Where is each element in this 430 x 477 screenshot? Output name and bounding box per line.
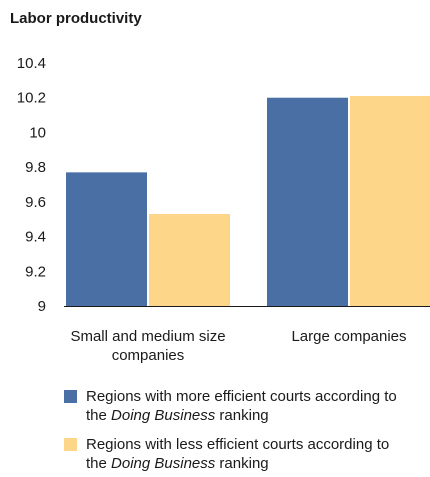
legend-label-more-efficient: Regions with more efficient courts accor… [86,387,426,425]
y-axis: 9 9.2 9.4 9.6 9.8 10 10.2 10.4 [17,55,46,315]
bar-series-1-category-0 [149,214,230,306]
bar-series-0-category-0 [66,172,147,306]
x-category-label-1: Large companies [291,328,406,345]
y-tick-label: 10.2 [17,90,46,107]
legend-label-italic: Doing Business [111,455,216,472]
y-tick-label: 9 [38,298,46,315]
y-tick-label: 10.4 [17,55,46,72]
x-axis-labels: Small and medium size companies Large comp… [70,328,406,364]
y-tick-label: 9.6 [25,194,46,211]
y-tick-label: 9.8 [25,159,46,176]
y-tick-label: 10 [29,124,46,141]
legend-label-prefix: the [86,455,112,472]
y-tick-label: 9.2 [25,263,46,280]
legend-label-suffix: ranking [215,407,269,424]
legend-label-suffix: ranking [215,455,269,472]
bars [66,95,430,306]
bar-series-0-category-1 [267,97,348,306]
y-tick-label: 9.4 [25,229,46,246]
legend-label-prefix: the [86,407,112,424]
legend-label-line1: Regions with less efficient courts accor… [86,436,390,453]
legend-label-italic: Doing Business [111,407,216,424]
chart-title: Labor productivity [10,10,142,27]
bar-series-1-category-1 [350,95,430,306]
legend-label-line1: Regions with more efficient courts accor… [86,388,397,405]
legend-swatch-more-efficient [64,390,77,403]
legend-swatch-less-efficient [64,438,77,451]
legend-label-less-efficient: Regions with less efficient courts accor… [86,435,426,473]
x-category-label-0: Small and medium size companies [70,328,225,364]
